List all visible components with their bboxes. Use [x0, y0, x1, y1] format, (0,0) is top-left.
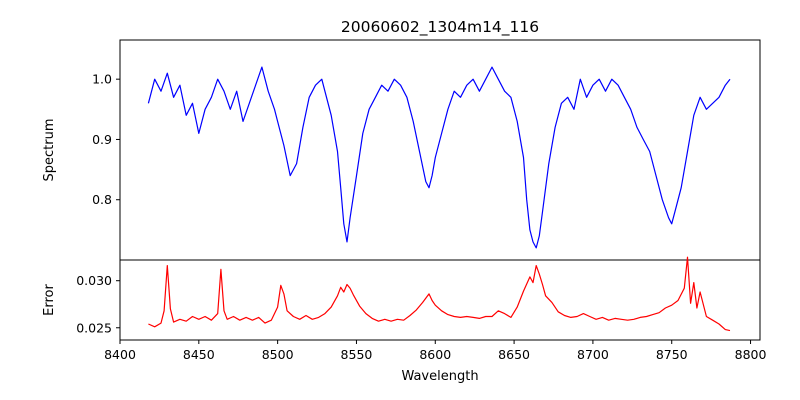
xtick-label: 8450: [183, 347, 215, 362]
spectrum-panel: Spectrum 0.8 0.9 1.0: [42, 39, 761, 261]
xtick-label: 8800: [735, 347, 767, 362]
chart-title: 20060602_1304m14_116: [341, 18, 539, 37]
spectrum-y-ticks: 0.8 0.9 1.0: [92, 72, 120, 207]
x-axis-label: Wavelength: [401, 369, 478, 384]
error-ytick-label: 0.030: [76, 273, 112, 288]
error-panel: Error 0.025 0.030 8400 8450 8500 8550 8600 865…: [42, 256, 766, 362]
error-line: [148, 256, 731, 332]
xtick-label: 8650: [498, 347, 530, 362]
error-y-ticks: 0.025 0.030: [76, 273, 120, 335]
xtick-label: 8550: [341, 347, 373, 362]
error-ylabel: Error: [42, 284, 57, 316]
error-plot-frame: [119, 259, 761, 341]
spectrum-ylabel: Spectrum: [42, 119, 57, 182]
error-ytick-label: 0.025: [76, 320, 112, 335]
spectrum-ytick-label: 1.0: [92, 72, 112, 87]
xtick-label: 8700: [577, 347, 609, 362]
x-ticks: 8400 8450 8500 8550 8600 8650 8700 8750 8800: [104, 340, 766, 362]
error-series: [148, 256, 731, 332]
xtick-label: 8500: [262, 347, 294, 362]
spectrum-series: [147, 66, 731, 249]
xtick-label: 8400: [104, 347, 136, 362]
xtick-label: 8600: [419, 347, 451, 362]
spectrum-plot-frame: [119, 39, 761, 261]
spectrum-line: [147, 66, 731, 249]
xtick-label: 8750: [656, 347, 688, 362]
spectrum-ytick-label: 0.9: [92, 132, 112, 147]
spectrum-ytick-label: 0.8: [92, 192, 112, 207]
